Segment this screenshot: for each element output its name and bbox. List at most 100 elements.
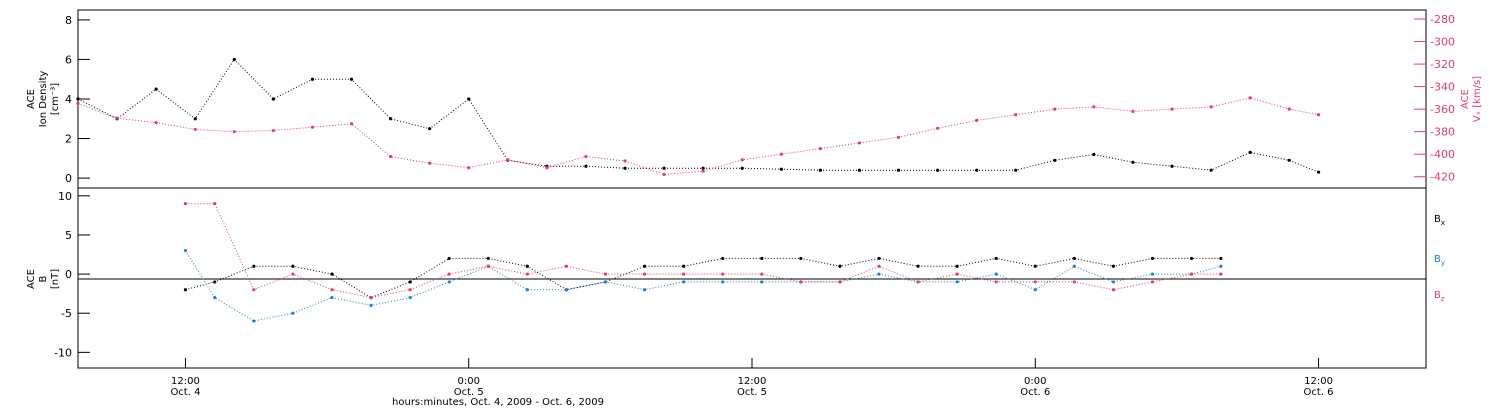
top-right-tick-label-3: -340 xyxy=(1430,81,1455,94)
top-series-0 xyxy=(76,57,1321,174)
legend: Bx By Bz xyxy=(1434,214,1445,303)
top-right-tick-label-0: -280 xyxy=(1430,13,1455,26)
bottom-series-bz-line xyxy=(185,203,1221,299)
top-left-tick-label-2: 4 xyxy=(65,93,72,106)
bottom-series-bx-point xyxy=(955,264,959,268)
top-left-tick-label-4: 8 xyxy=(65,14,72,27)
bottom-series-bz-point xyxy=(447,272,451,276)
bottom-series-by-point xyxy=(642,288,647,292)
bottom-series-bx-point xyxy=(682,264,686,268)
bottom-series-bz-point xyxy=(369,295,373,300)
legend-bz: Bz xyxy=(1434,290,1445,303)
top-series-0-point xyxy=(584,164,588,168)
top-series-1-point xyxy=(1248,96,1252,100)
top-series-1-point xyxy=(545,166,549,170)
bottom-series-by-point xyxy=(525,288,529,292)
x-tick-time-3: 0:00 xyxy=(1024,376,1046,387)
bottom-series-bz-point xyxy=(955,272,959,276)
x-tick-time-1: 0:00 xyxy=(457,376,479,387)
top-left-ylabel-line2: Ion Density xyxy=(38,71,49,128)
top-series-0-point xyxy=(623,166,627,170)
bottom-series-by-point xyxy=(1111,280,1116,284)
bottom-series-by-point xyxy=(760,280,764,284)
top-left-tick-label-3: 6 xyxy=(65,53,72,66)
top-right-ylabel-line1: ACE xyxy=(1460,89,1471,109)
top-series-0-point xyxy=(1092,152,1096,156)
top-left-ylabel: ACE Ion Density [cm⁻³] xyxy=(26,71,61,128)
bottom-series-bx-point xyxy=(721,256,725,261)
bottom-series-bz-point xyxy=(525,272,529,276)
top-series-1-point xyxy=(428,161,432,165)
bottom-tick-label-0: 10 xyxy=(58,190,72,203)
top-series-1-point xyxy=(349,122,354,126)
bottom-series-bx-point xyxy=(1072,256,1076,261)
top-series-1-point xyxy=(662,172,666,177)
top-series-1-point xyxy=(388,154,393,159)
bottom-series-bx-point xyxy=(1033,264,1037,268)
top-series-1-point xyxy=(857,141,862,145)
bottom-left-ylabel: ACE B [nT] xyxy=(26,269,61,289)
top-right-tick-label-2: -320 xyxy=(1430,58,1455,71)
x-axis-title: hours:minutes, Oct. 4, 2009 - Oct. 6, 20… xyxy=(392,397,604,408)
x-tick-date-3: Oct. 6 xyxy=(1020,387,1050,398)
top-series-1-point xyxy=(115,116,119,120)
ticks-layer: 0 2 4 6 8 -280 -300 -320 -340 -360 -380 -400 -420 10 5… xyxy=(54,13,1455,398)
bottom-series-bz-point xyxy=(1219,272,1223,276)
top-series-0-point xyxy=(1053,158,1057,162)
bottom-series-bx-point xyxy=(838,264,842,268)
top-series-0-point xyxy=(388,117,393,121)
top-series-0-line xyxy=(77,58,1319,173)
bottom-tick-label-1: 5 xyxy=(65,229,72,242)
bottom-series-bx-line xyxy=(185,257,1221,299)
top-series-0-point xyxy=(154,87,158,91)
top-right-tick-label-6: -400 xyxy=(1430,148,1455,161)
top-left-ylabel-line3: [cm⁻³] xyxy=(50,83,61,115)
bottom-series-bz-point xyxy=(1111,288,1116,292)
top-right-tick-label-7: -420 xyxy=(1430,171,1455,184)
data-layer xyxy=(76,57,1321,323)
bottom-tick-label-3: -5 xyxy=(61,307,72,320)
top-series-1 xyxy=(76,96,1321,177)
bottom-series-bx-point xyxy=(877,256,881,261)
bottom-series-bx-point xyxy=(916,264,920,268)
bottom-series-by-point xyxy=(408,295,412,300)
top-right-ylabel: ACE Vₓ [km/s] xyxy=(1460,76,1483,122)
bottom-series-bz-point xyxy=(1189,272,1194,276)
x-tick-date-1: Oct. 5 xyxy=(454,387,484,398)
x-tick-time-4: 12:00 xyxy=(1304,376,1333,387)
bottom-series-by-point xyxy=(721,280,725,284)
top-left-tick-label-1: 2 xyxy=(65,133,72,146)
top-right-ylabel-line2: Vₓ [km/s] xyxy=(1472,76,1483,122)
top-series-1-point xyxy=(1014,113,1018,117)
x-tick-date-0: Oct. 4 xyxy=(170,387,200,398)
bottom-series-bz-point xyxy=(564,264,569,268)
bottom-series-bx xyxy=(183,256,1223,300)
top-series-1-point xyxy=(310,125,315,129)
bottom-series-bz xyxy=(183,202,1223,300)
bottom-series-by-point xyxy=(330,295,334,300)
top-left-tick-label-0: 0 xyxy=(65,172,72,185)
x-tick-time-2: 12:00 xyxy=(738,376,767,387)
bottom-left-ylabel-line1: ACE xyxy=(26,269,37,289)
x-tick-time-0: 12:00 xyxy=(171,376,200,387)
top-right-tick-label-4: -360 xyxy=(1430,103,1455,116)
bottom-series-by-line xyxy=(184,250,1222,322)
bottom-left-ylabel-line2: B xyxy=(38,275,49,282)
top-series-1-point xyxy=(701,169,705,173)
top-series-1-point xyxy=(779,152,783,156)
top-left-ylabel-line1: ACE xyxy=(26,89,37,109)
top-series-1-point xyxy=(623,159,627,163)
x-tick-date-2: Oct. 5 xyxy=(737,387,767,398)
bottom-series-bx-point xyxy=(486,256,490,261)
bottom-series-by-point xyxy=(564,288,569,292)
bottom-series-bx-point xyxy=(1189,256,1194,261)
top-series-1-point xyxy=(935,126,940,130)
bottom-series-bz-point xyxy=(799,280,803,284)
bottom-tick-label-2: 0 xyxy=(65,268,72,281)
bottom-series-bz-point xyxy=(1150,280,1155,284)
bottom-series-by-point xyxy=(213,295,217,300)
bottom-series-by-point xyxy=(682,280,686,284)
top-series-1-point xyxy=(975,118,979,123)
top-series-1-point xyxy=(740,158,744,162)
